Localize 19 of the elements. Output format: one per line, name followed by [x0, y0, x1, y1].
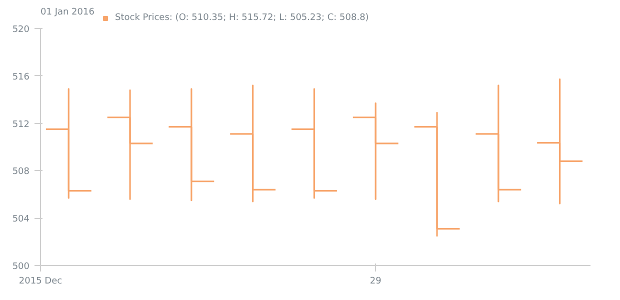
candlestick: [168, 88, 215, 202]
y-tick-label: 520: [12, 25, 30, 35]
y-tick-label: 508: [12, 167, 30, 178]
candlestick: [413, 112, 461, 237]
y-tick-label: 504: [12, 214, 30, 225]
candlestick: [229, 84, 276, 202]
y-tick-label: 512: [12, 120, 30, 130]
y-tick-label: 516: [12, 72, 30, 82]
candlestick: [45, 88, 92, 199]
candlestick: [352, 102, 400, 200]
x-tick-label: 2015 Dec: [18, 276, 62, 286]
legend-label: Stock Prices: (O: 510.35; H: 515.72; L: 505.23; C: 508.8): [115, 12, 369, 24]
legend-title: 01 Jan 2016: [40, 8, 95, 18]
candlestick: [474, 84, 522, 202]
candlestick: [106, 89, 154, 200]
candlestick: [290, 88, 338, 199]
candlestick: [536, 78, 584, 204]
x-tick-label: 29: [370, 276, 382, 286]
y-tick-label: 500: [12, 262, 30, 272]
